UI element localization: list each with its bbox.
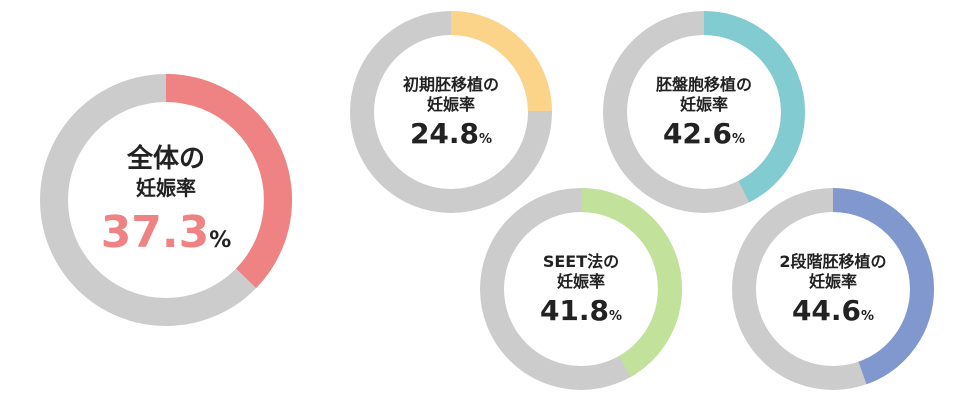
donut-seet-method: SEET法の 妊娠率 41.8% — [480, 188, 682, 390]
donut-svg — [40, 74, 292, 326]
donut-blastocyst-transfer: 胚盤胞移植の 妊娠率 42.6% — [603, 11, 805, 213]
donut-value-unit: % — [609, 308, 623, 324]
donut-value-number: 24.8 — [409, 116, 480, 150]
donut-center-label: 全体の 妊娠率 37.3% — [40, 74, 292, 326]
donut-title-line2: 妊娠率 — [426, 94, 475, 114]
donut-value-number: 44.6 — [791, 293, 862, 327]
donut-title-line1: 2段階胚移植の — [779, 251, 887, 271]
donut-value: 37.3% — [100, 206, 232, 258]
donut-value: 42.6% — [662, 116, 746, 150]
donut-title-line1: SEET法の — [542, 251, 620, 271]
donut-title-line2: 妊娠率 — [679, 94, 728, 114]
donut-value: 41.8% — [539, 293, 623, 327]
donut-value-number: 41.8 — [539, 293, 610, 327]
donut-title-line2: 妊娠率 — [556, 271, 605, 291]
donut-title-line1: 胚盤胞移植の — [655, 74, 752, 94]
donut-value-arc — [350, 11, 552, 213]
donut-value-arc — [732, 188, 934, 390]
donut-value-arc — [603, 11, 805, 213]
donut-svg — [480, 188, 682, 390]
donut-value: 44.6% — [791, 293, 875, 327]
donut-svg — [350, 11, 552, 213]
donut-center-label: 初期胚移植の 妊娠率 24.8% — [350, 11, 552, 213]
donut-value-number: 37.3 — [100, 206, 210, 258]
donut-center-label: 胚盤胞移植の 妊娠率 42.6% — [603, 11, 805, 213]
donut-title-line2: 妊娠率 — [136, 175, 196, 200]
donut-two-step-transfer: 2段階胚移植の 妊娠率 44.6% — [732, 188, 934, 390]
donut-svg — [732, 188, 934, 390]
donut-value: 24.8% — [409, 116, 493, 150]
donut-value-arc — [480, 188, 682, 390]
donut-title-line1: 初期胚移植の — [402, 74, 499, 94]
donut-overall: 全体の 妊娠率 37.3% — [40, 74, 292, 326]
donut-early-embryo-transfer: 初期胚移植の 妊娠率 24.8% — [350, 11, 552, 213]
donut-center-label: 2段階胚移植の 妊娠率 44.6% — [732, 188, 934, 390]
donut-title-line1: 全体の — [126, 144, 205, 175]
donut-value-unit: % — [209, 227, 232, 253]
donut-svg — [603, 11, 805, 213]
donut-value-number: 42.6 — [662, 116, 733, 150]
donut-title-line2: 妊娠率 — [808, 271, 857, 291]
donut-value-arc — [40, 74, 292, 326]
donut-value-unit: % — [732, 131, 746, 147]
donut-value-unit: % — [861, 308, 875, 324]
donut-center-label: SEET法の 妊娠率 41.8% — [480, 188, 682, 390]
donut-value-unit: % — [479, 131, 493, 147]
